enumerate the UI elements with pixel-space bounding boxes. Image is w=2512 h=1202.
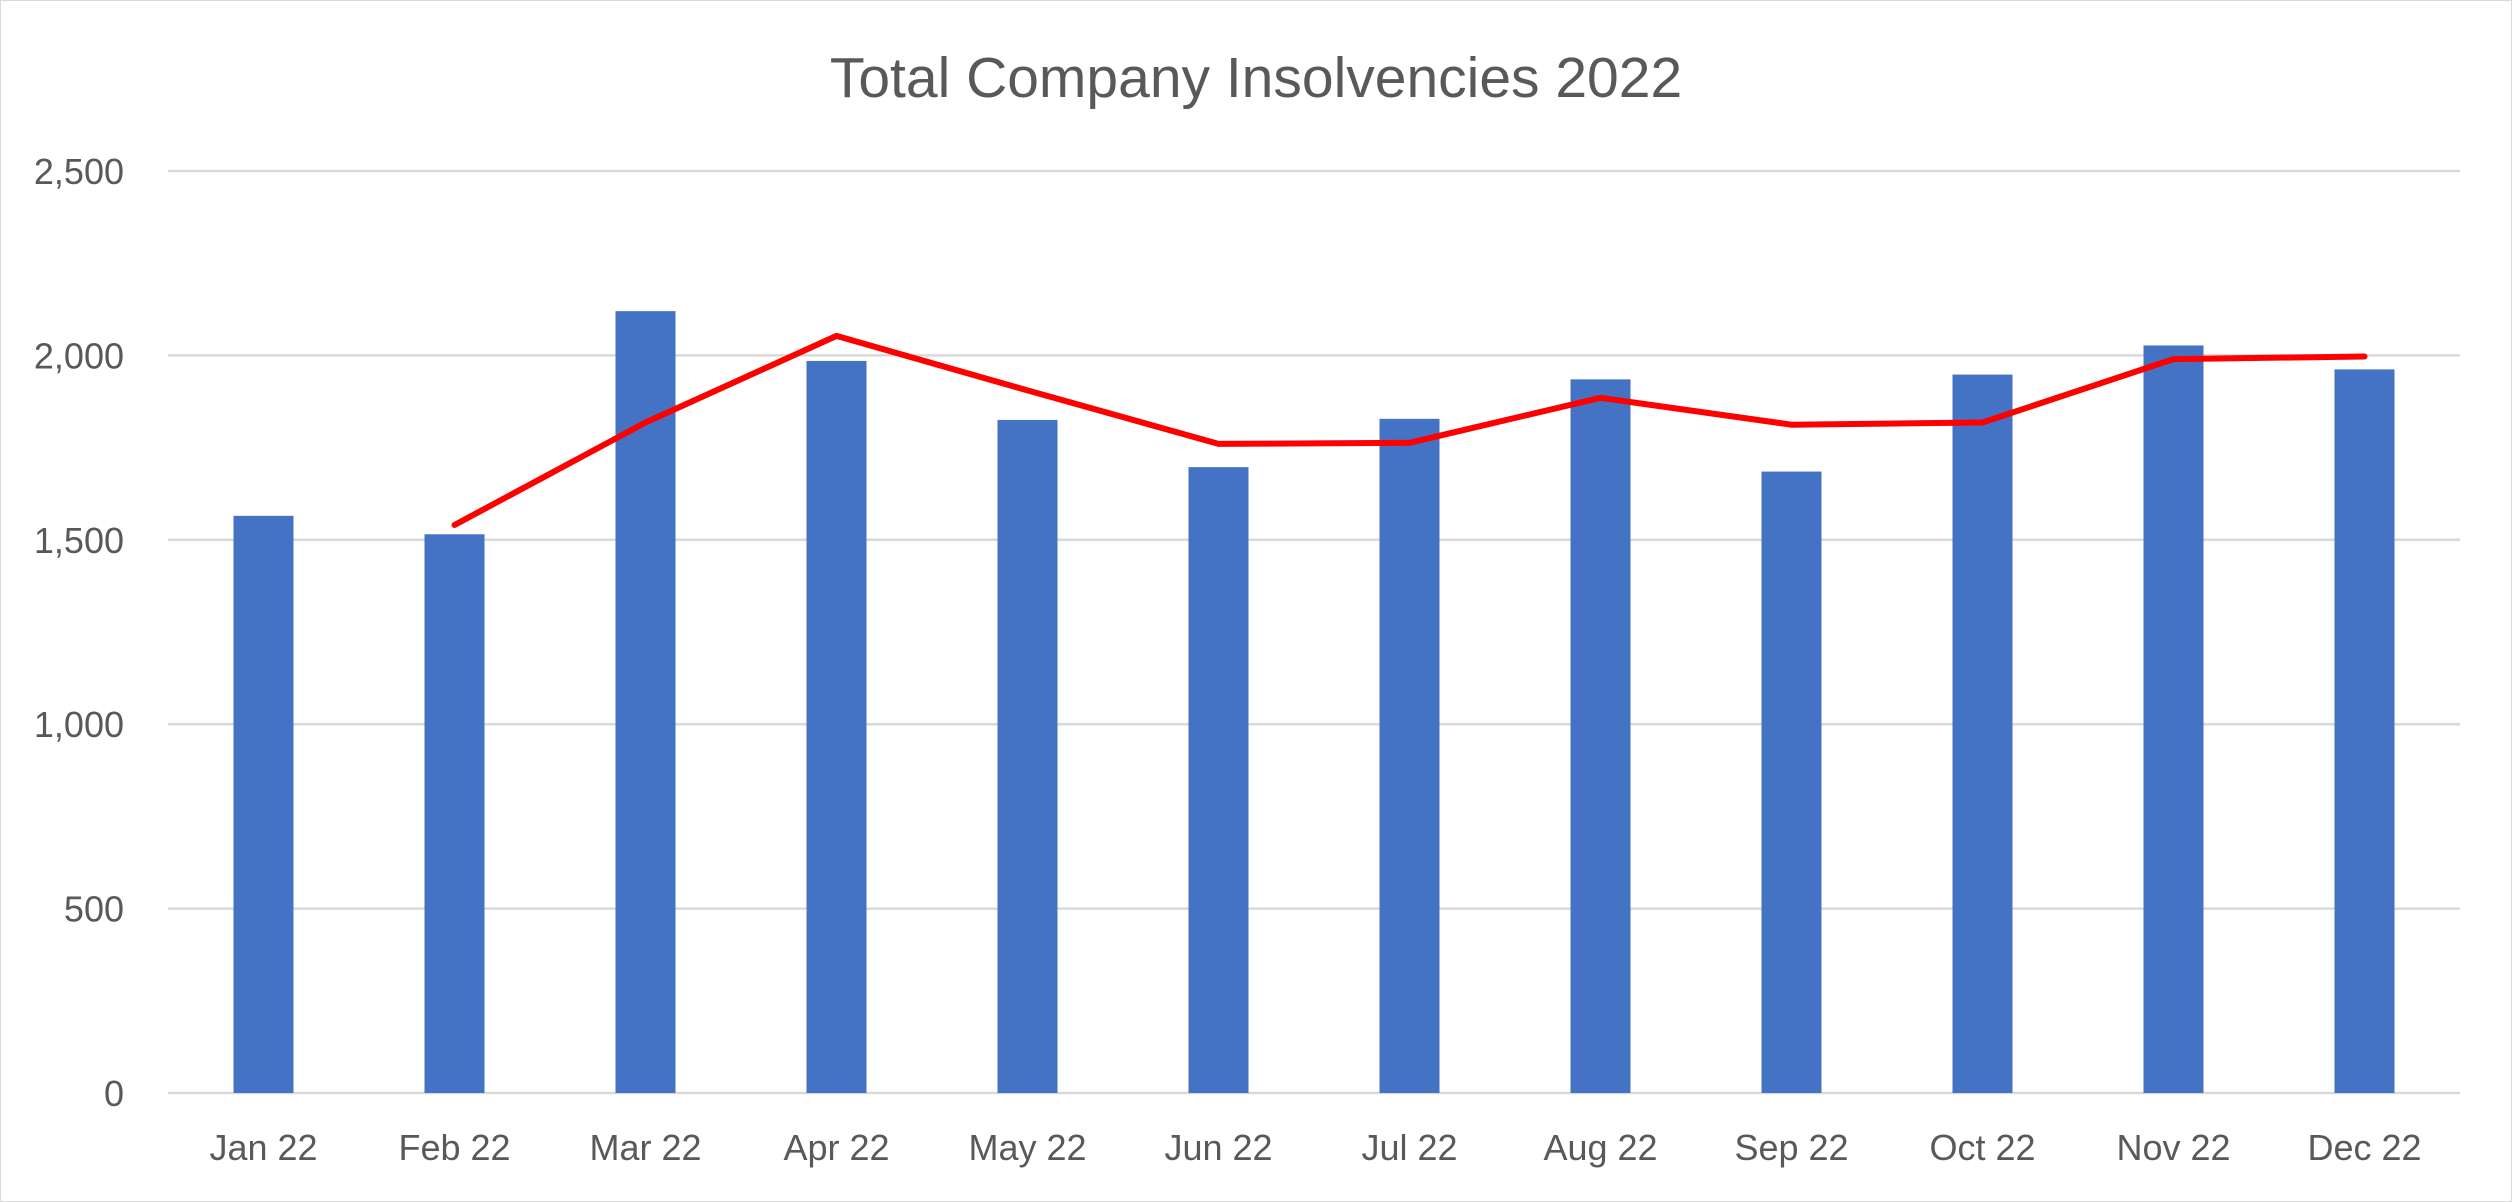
x-tick-label: Jun 22: [1164, 1127, 1272, 1168]
x-tick-label: Feb 22: [398, 1127, 510, 1168]
x-tick-label: Jan 22: [209, 1127, 317, 1168]
x-tick-label: Jul 22: [1361, 1127, 1457, 1168]
bar: [997, 419, 1058, 1093]
bar: [424, 534, 485, 1093]
x-tick-label: May 22: [968, 1127, 1086, 1168]
gridlines: [168, 169, 2460, 1095]
bar: [1188, 467, 1249, 1094]
bar: [233, 515, 294, 1093]
bar: [2334, 369, 2395, 1093]
y-tick-label: 500: [64, 889, 124, 930]
x-tick-label: Apr 22: [783, 1127, 889, 1168]
y-tick-label: 0: [104, 1073, 124, 1114]
y-tick-label: 2,000: [34, 335, 124, 376]
bar: [1952, 374, 2013, 1093]
bar: [1761, 471, 1822, 1093]
x-tick-label: Aug 22: [1543, 1127, 1657, 1168]
y-tick-label: 1,000: [34, 704, 124, 745]
bar: [2143, 345, 2204, 1094]
x-tick-label: Oct 22: [1929, 1127, 2035, 1168]
x-tick-label: Dec 22: [2307, 1127, 2421, 1168]
bar: [806, 360, 867, 1093]
bar: [615, 311, 676, 1093]
trend-line: [451, 332, 2368, 528]
x-axis-tick-labels: Jan 22 Feb 22 Mar 22 Apr 22 May 22 Jun 22 Jul …: [209, 1127, 2421, 1168]
y-tick-label: 1,500: [34, 520, 124, 561]
x-tick-label: Nov 22: [2116, 1127, 2230, 1168]
bar: [1379, 418, 1440, 1093]
x-tick-label: Mar 22: [589, 1127, 701, 1168]
y-axis-tick-labels: 0 500 1,000 1,500 2,000 2,500: [34, 151, 124, 1114]
x-tick-label: Sep 22: [1734, 1127, 1848, 1168]
line-series: [451, 332, 2368, 528]
bar-series: [233, 311, 2395, 1094]
y-tick-label: 2,500: [34, 151, 124, 192]
chart-title: Total Company Insolvencies 2022: [829, 46, 1683, 110]
bar: [1570, 379, 1631, 1093]
